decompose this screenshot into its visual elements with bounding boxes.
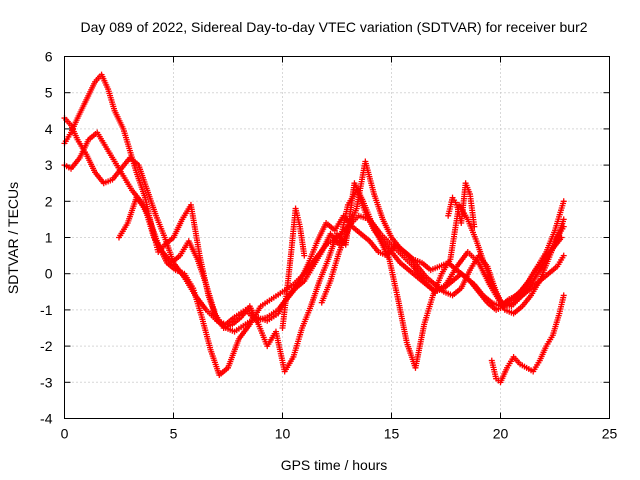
x-tick-label: 20 <box>493 426 509 442</box>
y-axis-title: SDTVAR / TECUs <box>5 182 21 294</box>
series-track-8 <box>445 180 478 230</box>
data-markers <box>61 71 567 386</box>
series-track-7 <box>279 205 308 331</box>
plus-markers <box>488 292 567 386</box>
y-tick-label: 0 <box>45 266 53 282</box>
x-tick-labels: 0 5 10 15 20 25 <box>61 426 618 442</box>
x-tick-label: 25 <box>602 426 618 442</box>
series-track-5 <box>318 158 567 317</box>
y-tick-label: 2 <box>45 193 53 209</box>
x-tick-label: 5 <box>170 426 178 442</box>
y-tick-label: 3 <box>45 157 53 173</box>
x-tick-label: 0 <box>61 426 69 442</box>
series-track-6 <box>488 292 567 386</box>
x-tick-label: 15 <box>384 426 400 442</box>
y-tick-label: 4 <box>45 121 53 137</box>
x-axis-title: GPS time / hours <box>281 457 388 473</box>
plus-markers <box>445 180 478 230</box>
y-tick-label: 1 <box>45 230 53 246</box>
chart-title: Day 089 of 2022, Sidereal Day-to-day VTE… <box>80 19 587 35</box>
plus-markers <box>279 205 308 331</box>
y-tick-label: -2 <box>40 338 53 354</box>
y-tick-labels: -4 -3 -2 -1 0 1 2 3 4 5 6 <box>40 49 53 427</box>
plus-markers <box>318 158 567 317</box>
y-tick-label: -1 <box>40 302 53 318</box>
plot-frame <box>64 56 610 419</box>
y-tick-label: 5 <box>45 85 53 101</box>
x-tick-label: 10 <box>275 426 291 442</box>
y-tick-label: -3 <box>40 374 53 390</box>
y-tick-label: -4 <box>40 411 53 427</box>
y-tick-label: 6 <box>45 49 53 65</box>
